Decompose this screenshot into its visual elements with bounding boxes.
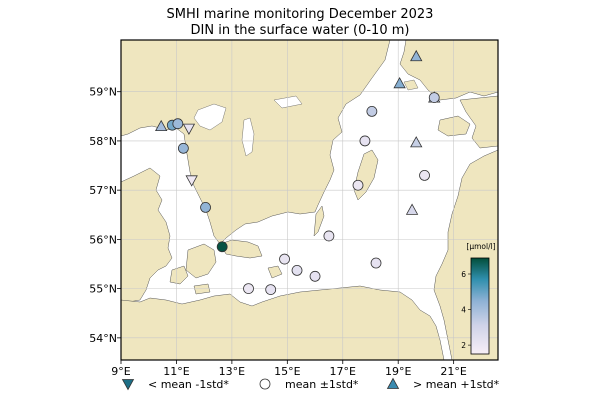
legend-label: mean ±1std*: [285, 378, 359, 391]
y-tick-label: 58°N: [89, 135, 117, 148]
oland-land: [313, 205, 325, 237]
zealand-land: [185, 243, 217, 279]
station-marker: [172, 118, 184, 130]
lake-vanern: [193, 103, 227, 131]
saaremaa-land: [437, 115, 471, 137]
lake-vattern: [241, 117, 255, 157]
station-marker: [366, 105, 378, 117]
station-marker: [200, 201, 211, 213]
colorbar-tick-label: 2: [461, 341, 466, 350]
y-tick-label: 56°N: [89, 233, 117, 246]
station-marker: [323, 230, 335, 242]
x-tick-label: 13°E: [219, 365, 245, 378]
y-tick-label: 54°N: [89, 332, 117, 345]
station-marker: [370, 257, 382, 269]
x-tick-label: 17°E: [330, 365, 356, 378]
station-marker: [279, 253, 290, 265]
finland-land: [399, 40, 498, 101]
station-marker: [265, 284, 277, 296]
legend: < mean -1std* mean ±1std* > mean +1std*: [121, 377, 500, 391]
station-markers: [155, 49, 441, 296]
y-axis-ticks: 54°N 55°N 56°N 57°N 58°N 59°N: [89, 86, 121, 345]
south-coast-land: [121, 285, 445, 360]
x-tick-label: 9°E: [111, 365, 130, 378]
station-marker: [309, 270, 321, 282]
station-marker: [185, 175, 198, 187]
station-marker: [359, 135, 371, 147]
station-marker: [243, 283, 254, 295]
legend-label: > mean +1std*: [413, 378, 500, 391]
x-tick-label: 15°E: [274, 365, 300, 378]
colorbar-ticks: 2 4 6: [461, 270, 471, 350]
map-subtitle: DIN in the surface water (0-10 m): [190, 23, 410, 38]
station-marker: [352, 179, 364, 191]
station-marker: [155, 119, 168, 132]
legend-circle-marker: [259, 378, 271, 390]
x-tick-label: 21°E: [440, 365, 466, 378]
legend-above-marker: [386, 377, 400, 389]
station-marker: [410, 136, 423, 148]
map-title: SMHI marine monitoring December 2023: [166, 7, 434, 22]
bornholm-land: [267, 265, 283, 279]
station-marker: [405, 203, 419, 215]
station-marker: [216, 241, 228, 253]
station-marker: [428, 92, 440, 103]
legend-label: < mean -1std*: [148, 378, 229, 391]
y-tick-label: 55°N: [89, 283, 117, 296]
legend-below-marker: [121, 379, 135, 391]
x-axis-ticks: 9°E 11°E 13°E 15°E 17°E 19°E 21°E: [111, 360, 467, 378]
station-marker: [182, 123, 196, 135]
funen-land: [169, 265, 189, 285]
station-marker: [419, 169, 430, 181]
y-tick-label: 57°N: [89, 184, 117, 197]
y-tick-label: 59°N: [89, 86, 117, 99]
x-tick-label: 19°E: [385, 365, 411, 378]
colorbar-tick-label: 4: [461, 306, 466, 315]
station-marker: [177, 142, 189, 154]
jutland-land: [121, 167, 173, 303]
station-marker: [410, 49, 423, 62]
station-marker: [393, 76, 406, 89]
colorbar-tick-label: 6: [461, 270, 466, 279]
colorbar-unit-label: [µmol/l]: [466, 242, 495, 251]
colorbar: [470, 257, 490, 355]
station-marker: [291, 264, 303, 276]
map-frame: [120, 39, 499, 361]
x-tick-label: 11°E: [163, 365, 189, 378]
graticule: [121, 40, 498, 360]
